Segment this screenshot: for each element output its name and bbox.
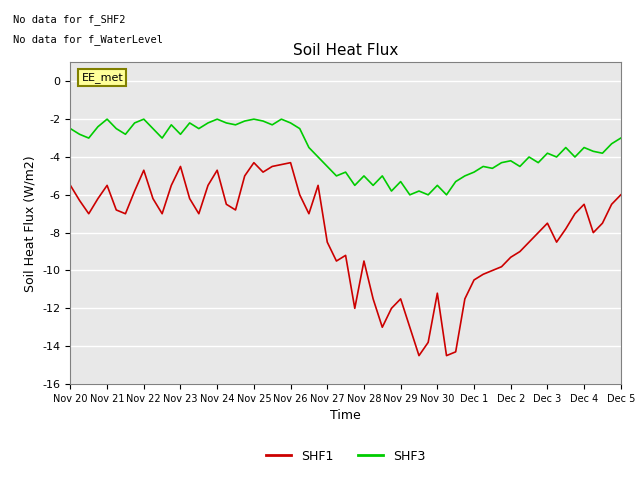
Title: Soil Heat Flux: Soil Heat Flux — [293, 44, 398, 59]
Text: No data for f_WaterLevel: No data for f_WaterLevel — [13, 34, 163, 45]
Y-axis label: Soil Heat Flux (W/m2): Soil Heat Flux (W/m2) — [24, 155, 37, 291]
X-axis label: Time: Time — [330, 409, 361, 422]
Text: EE_met: EE_met — [81, 72, 123, 83]
Legend: SHF1, SHF3: SHF1, SHF3 — [260, 445, 431, 468]
Text: No data for f_SHF2: No data for f_SHF2 — [13, 14, 125, 25]
